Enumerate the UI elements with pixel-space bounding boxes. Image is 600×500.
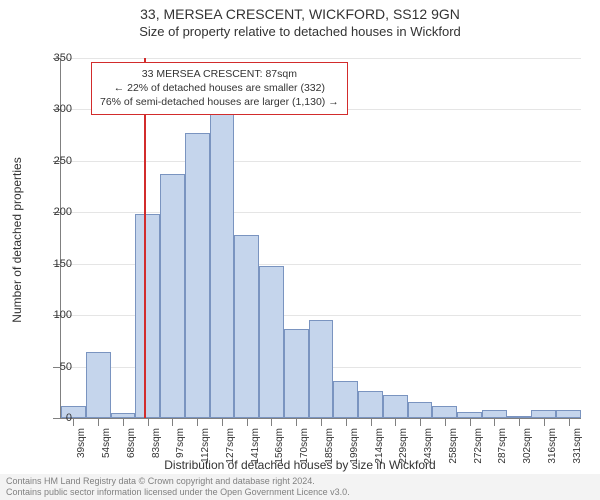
x-tick-label: 156sqm <box>274 428 285 464</box>
x-tick-label: 302sqm <box>522 428 533 464</box>
x-tick-label: 229sqm <box>398 428 409 464</box>
y-tick-label: 350 <box>42 52 72 64</box>
x-tick-label: 258sqm <box>448 428 459 464</box>
x-tick <box>271 418 272 426</box>
histogram-bar <box>432 406 457 418</box>
x-tick <box>321 418 322 426</box>
y-tick-label: 50 <box>42 361 72 373</box>
x-tick-label: 316sqm <box>547 428 558 464</box>
histogram-bar <box>358 391 383 418</box>
histogram-bar <box>531 410 556 418</box>
x-tick-label: 68sqm <box>126 428 137 458</box>
histogram-bar <box>284 329 309 418</box>
grid-line <box>61 161 581 162</box>
x-tick <box>519 418 520 426</box>
footer: Contains HM Land Registry data © Crown c… <box>0 474 600 500</box>
x-tick-label: 127sqm <box>225 428 236 464</box>
x-tick <box>569 418 570 426</box>
annotation-line-2: ← 22% of detached houses are smaller (33… <box>100 81 339 95</box>
y-tick-label: 200 <box>42 206 72 218</box>
histogram-bar <box>259 266 284 418</box>
histogram-bar <box>185 133 210 418</box>
histogram-bar <box>408 402 433 418</box>
x-tick-label: 243sqm <box>423 428 434 464</box>
histogram-bar <box>160 174 185 418</box>
histogram-chart: 33, MERSEA CRESCENT, WICKFORD, SS12 9GN … <box>0 0 600 500</box>
histogram-bar <box>333 381 358 418</box>
x-tick <box>247 418 248 426</box>
x-tick-label: 112sqm <box>200 428 211 463</box>
x-tick-label: 287sqm <box>497 428 508 464</box>
chart-subtitle: Size of property relative to detached ho… <box>0 22 600 39</box>
x-tick <box>395 418 396 426</box>
annotation-line-1: 33 MERSEA CRESCENT: 87sqm <box>100 67 339 81</box>
x-tick-label: 141sqm <box>250 428 261 464</box>
x-tick <box>98 418 99 426</box>
footer-line-2: Contains public sector information licen… <box>6 487 594 498</box>
histogram-bar <box>482 410 507 418</box>
x-tick <box>172 418 173 426</box>
x-tick <box>445 418 446 426</box>
x-tick <box>470 418 471 426</box>
x-tick-label: 83sqm <box>151 428 162 458</box>
x-tick <box>420 418 421 426</box>
histogram-bar <box>135 214 160 418</box>
x-tick-label: 39sqm <box>76 428 87 458</box>
y-tick-label: 300 <box>42 103 72 115</box>
y-tick-label: 0 <box>42 412 72 424</box>
histogram-bar <box>86 352 111 418</box>
x-tick <box>346 418 347 426</box>
chart-title: 33, MERSEA CRESCENT, WICKFORD, SS12 9GN <box>0 0 600 22</box>
x-tick <box>73 418 74 426</box>
y-tick-label: 100 <box>42 309 72 321</box>
y-tick-label: 250 <box>42 155 72 167</box>
x-tick <box>371 418 372 426</box>
grid-line <box>61 212 581 213</box>
x-tick <box>197 418 198 426</box>
y-tick-label: 150 <box>42 258 72 270</box>
plot-area: 33 MERSEA CRESCENT: 87sqm ← 22% of detac… <box>60 58 581 419</box>
histogram-bar <box>309 320 334 418</box>
histogram-bar <box>383 395 408 418</box>
x-tick-label: 331sqm <box>572 428 583 464</box>
x-tick <box>296 418 297 426</box>
y-axis-label: Number of detached properties <box>10 157 24 322</box>
annotation-line-3: 76% of semi-detached houses are larger (… <box>100 95 339 109</box>
grid-line <box>61 58 581 59</box>
x-tick-label: 272sqm <box>473 428 484 464</box>
x-tick <box>148 418 149 426</box>
x-tick-label: 185sqm <box>324 428 335 464</box>
x-tick <box>222 418 223 426</box>
histogram-bar <box>210 114 235 418</box>
histogram-bar <box>234 235 259 418</box>
x-tick <box>544 418 545 426</box>
annotation-box: 33 MERSEA CRESCENT: 87sqm ← 22% of detac… <box>91 62 348 115</box>
x-tick <box>123 418 124 426</box>
x-tick-label: 214sqm <box>374 428 385 464</box>
x-tick-label: 54sqm <box>101 428 112 458</box>
x-tick-label: 170sqm <box>299 428 310 464</box>
footer-line-1: Contains HM Land Registry data © Crown c… <box>6 476 594 487</box>
x-tick-label: 199sqm <box>349 428 360 464</box>
x-tick <box>494 418 495 426</box>
histogram-bar <box>556 410 581 418</box>
x-tick-label: 97sqm <box>175 428 186 458</box>
